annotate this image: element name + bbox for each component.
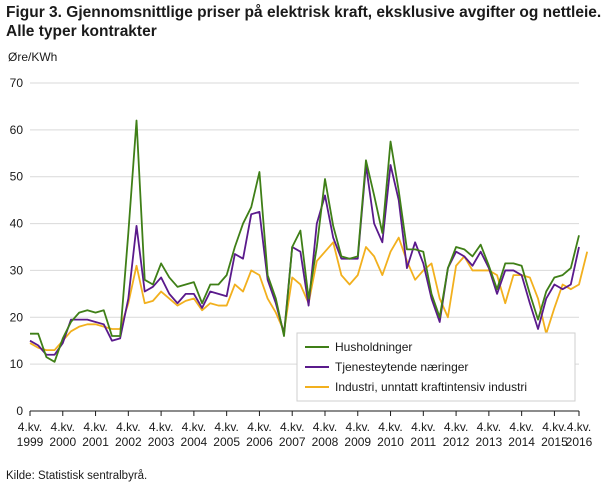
y-tick-label: 60 (10, 123, 24, 137)
y-tick-label: 10 (10, 357, 24, 371)
x-tick-label-quarter: 4.kv. (214, 420, 238, 434)
source-note: Kilde: Statistisk sentralbyrå. (6, 470, 148, 482)
y-tick-label: 70 (10, 76, 24, 90)
x-tick-label-quarter: 4.kv. (567, 420, 591, 434)
x-tick-label-quarter: 4.kv. (378, 420, 402, 434)
title-line-1: Figur 3. Gjennomsnittlige priser på elek… (6, 4, 602, 21)
x-tick-label-quarter: 4.kv. (346, 420, 370, 434)
x-tick-label-year: 2004 (181, 435, 208, 449)
x-tick-label-year: 2005 (213, 435, 240, 449)
x-axis: 4.kv.19994.kv.20004.kv.20014.kv.20024.kv… (17, 410, 593, 449)
y-axis-ticks: 0 10 20 30 40 50 60 70 (10, 76, 24, 418)
series-line-1 (30, 119, 580, 363)
x-tick-label-year: 2009 (344, 435, 371, 449)
x-tick-label-year: 2006 (246, 435, 273, 449)
x-tick-label-year: 2003 (148, 435, 175, 449)
x-tick-label-quarter: 4.kv. (182, 420, 206, 434)
y-tick-label: 20 (10, 310, 24, 324)
x-tick-label-quarter: 4.kv. (116, 420, 140, 434)
x-tick-label-quarter: 4.kv. (51, 420, 75, 434)
x-tick-label-quarter: 4.kv. (509, 420, 533, 434)
legend-label: Husholdninger (335, 340, 412, 354)
x-tick-label-quarter: 4.kv. (83, 420, 107, 434)
x-tick-label-year: 2014 (508, 435, 535, 449)
x-tick-label-year: 2015 (541, 435, 568, 449)
y-axis-label: Øre/KWh (8, 50, 57, 64)
x-tick-label-year: 2007 (279, 435, 306, 449)
y-tick-label: 50 (10, 170, 24, 184)
x-tick-label-year: 2000 (49, 435, 76, 449)
x-tick-label-year: 2010 (377, 435, 404, 449)
x-tick-label-year: 2011 (410, 435, 436, 449)
x-tick-label-year: 2002 (115, 435, 142, 449)
x-tick-label-year: 2016 (566, 435, 593, 449)
y-tick-label: 30 (10, 263, 24, 277)
x-tick-label-quarter: 4.kv. (477, 420, 501, 434)
x-tick-label-quarter: 4.kv. (18, 420, 42, 434)
x-tick-label-year: 2008 (312, 435, 339, 449)
x-tick-label-quarter: 4.kv. (247, 420, 271, 434)
y-tick-label: 40 (10, 217, 24, 231)
series-lines (29, 119, 589, 363)
legend-label: Tjenesteytende næringer (335, 360, 468, 374)
gridlines (30, 82, 579, 365)
title-line-2: Alle typer kontrakter (6, 23, 157, 40)
y-tick-label: 0 (16, 404, 23, 418)
x-tick-label-quarter: 4.kv. (542, 420, 566, 434)
x-tick-label-quarter: 4.kv. (444, 420, 468, 434)
x-tick-label-year: 1999 (17, 435, 44, 449)
x-tick-label-year: 2013 (476, 435, 503, 449)
figure-title: Figur 3. Gjennomsnittlige priser på elek… (6, 3, 604, 41)
x-tick-label-quarter: 4.kv. (149, 420, 173, 434)
x-tick-label-quarter: 4.kv. (313, 420, 337, 434)
x-tick-label-quarter: 4.kv. (280, 420, 304, 434)
x-tick-label-year: 2012 (443, 435, 470, 449)
series-line-2 (29, 164, 580, 356)
x-tick-label-quarter: 4.kv. (411, 420, 435, 434)
legend: Husholdninger Tjenesteytende næringer Indu… (296, 332, 576, 402)
legend-box (296, 332, 576, 402)
legend-label: Industri, unntatt kraftintensiv industri (335, 380, 527, 394)
x-tick-label-year: 2001 (82, 435, 109, 449)
